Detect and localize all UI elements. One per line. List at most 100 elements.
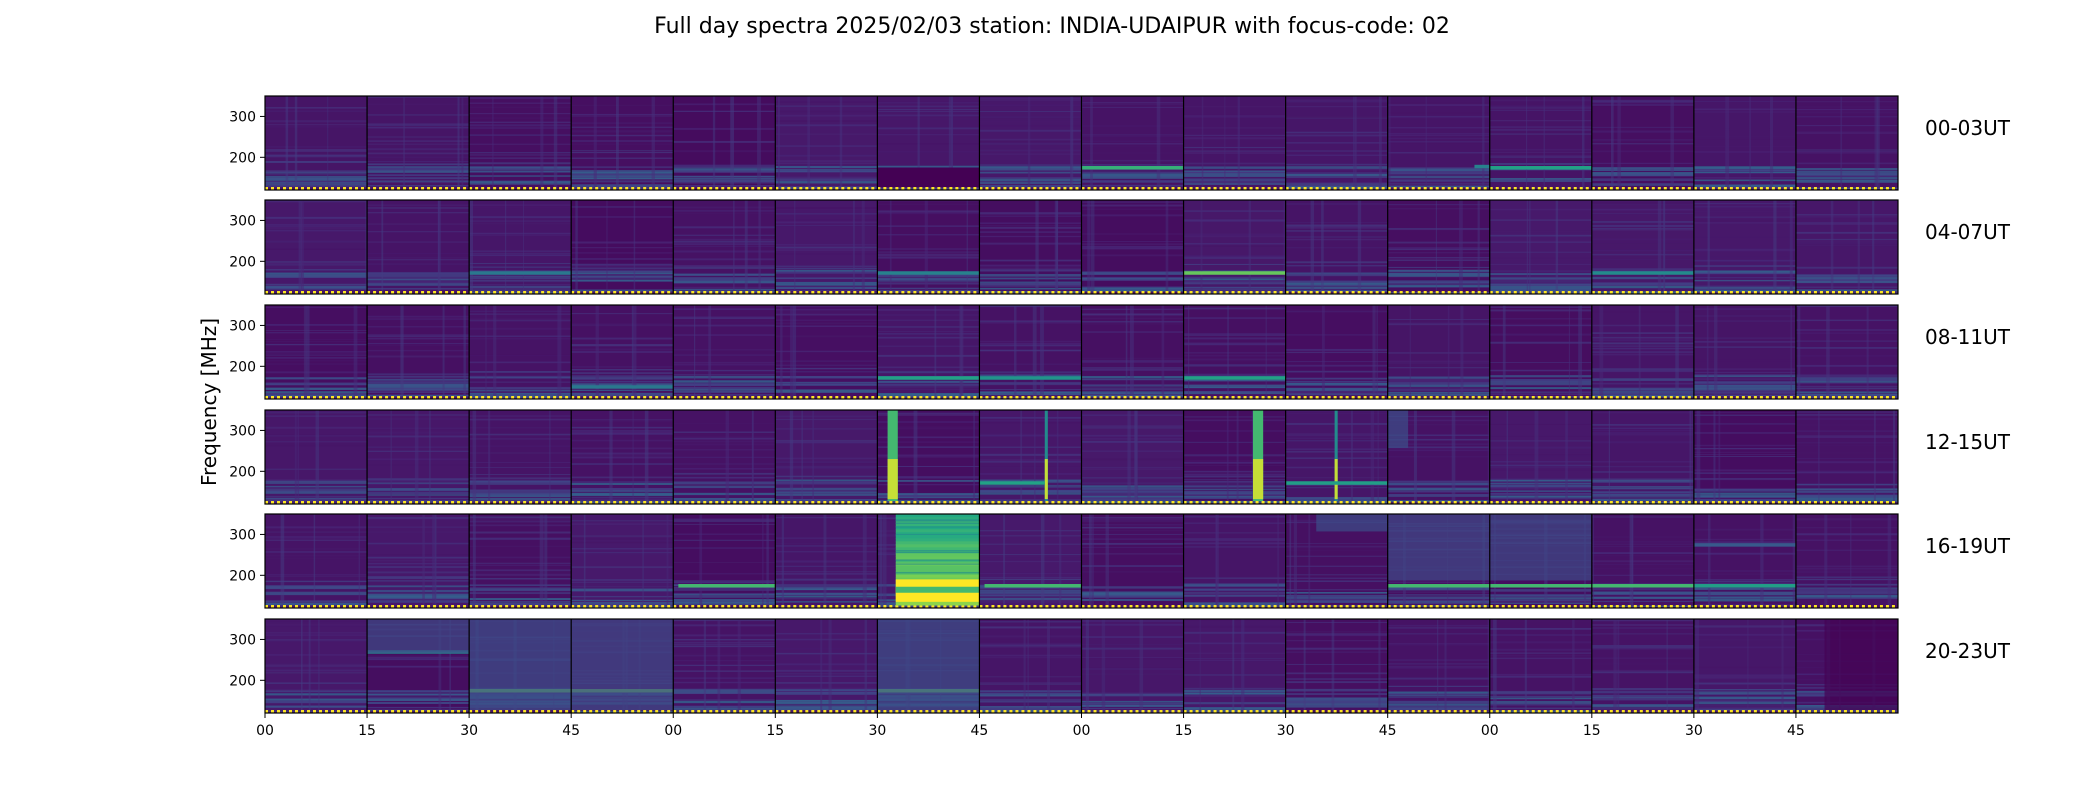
y-tick-label: 200 xyxy=(229,359,256,375)
spectrum-segment xyxy=(979,514,1085,608)
y-tick-label: 300 xyxy=(229,213,256,229)
spectrum-segment xyxy=(1285,619,1391,713)
y-tick-label: 300 xyxy=(229,109,256,125)
spectrum-segment xyxy=(1591,96,1697,190)
spectrum-segment xyxy=(1693,305,1799,399)
y-tick-label: 300 xyxy=(229,318,256,334)
burst-streak xyxy=(887,410,898,501)
spectrum-segment xyxy=(469,305,575,399)
y-tick-label: 300 xyxy=(229,527,256,543)
spectrum-segment xyxy=(1693,514,1799,608)
spectrum-segment xyxy=(1591,514,1697,608)
spectrum-segment xyxy=(367,200,473,294)
spectrum-segment xyxy=(1489,619,1595,713)
spectrum-segment xyxy=(673,305,779,399)
spectrum-segment xyxy=(1285,305,1391,399)
rfi-line xyxy=(984,584,1082,588)
spectrum-segment xyxy=(877,200,983,294)
spectrum-segment xyxy=(979,200,1085,294)
spectrum-segment xyxy=(265,305,370,399)
x-tick-label: 30 xyxy=(460,723,478,739)
rfi-line xyxy=(1081,166,1184,170)
x-tick-label: 15 xyxy=(766,723,784,739)
spectrum-segment xyxy=(1489,96,1595,190)
spectrum-segment xyxy=(1387,410,1493,504)
rfi-line xyxy=(1591,584,1694,588)
x-tick-label: 30 xyxy=(1685,723,1703,739)
burst-streak xyxy=(1044,410,1048,501)
spectrum-segment xyxy=(979,305,1085,399)
spectrum-segment xyxy=(1795,96,1898,190)
broadband-region xyxy=(877,619,980,710)
spectrum-segment xyxy=(469,200,575,294)
spectrum-segment xyxy=(1081,410,1187,504)
broadband-region xyxy=(1489,514,1592,581)
spectrum-segment xyxy=(1183,410,1289,504)
spectrum-segment xyxy=(1183,619,1289,713)
rfi-line xyxy=(469,271,572,275)
row-label: 20-23UT xyxy=(1925,639,2011,663)
spectrum-segment xyxy=(1489,410,1595,504)
spectrum-segment xyxy=(1591,410,1697,504)
spectrum-segment xyxy=(775,619,881,713)
y-tick-label: 200 xyxy=(229,464,256,480)
spectrum-segment xyxy=(265,514,370,608)
burst-streak xyxy=(1334,410,1338,501)
rfi-line xyxy=(1489,166,1592,170)
spectrum-segment xyxy=(571,410,677,504)
spectrum-segment xyxy=(367,514,473,608)
rfi-line xyxy=(877,271,980,275)
rfi-line xyxy=(678,584,776,588)
rfi-line xyxy=(571,385,674,389)
spectrum-segment xyxy=(775,96,881,190)
spectrum-segment xyxy=(367,305,473,399)
spectrum-segment xyxy=(775,410,881,504)
spectrum-segment xyxy=(571,514,677,608)
broadband-region xyxy=(469,619,572,710)
spectrum-segment xyxy=(1795,200,1898,294)
x-tick-label: 45 xyxy=(971,723,989,739)
x-tick-label: 00 xyxy=(1073,723,1091,739)
x-tick-label: 30 xyxy=(868,723,886,739)
broadband-region xyxy=(1387,410,1409,448)
rfi-line xyxy=(1489,584,1592,588)
panel-row-1: 200 300 04-07UT xyxy=(229,199,2011,295)
x-tick-label: 30 xyxy=(1277,723,1295,739)
row-label: 12-15UT xyxy=(1925,430,2011,454)
row-label: 00-03UT xyxy=(1925,116,2011,140)
rfi-line xyxy=(1591,271,1694,275)
spectrum-segment xyxy=(265,410,370,504)
spectrum-segment xyxy=(1591,200,1697,294)
spectrum-segment xyxy=(265,96,370,190)
y-tick-label: 200 xyxy=(229,568,256,584)
chart-title: Full day spectra 2025/02/03 station: IND… xyxy=(654,14,1450,39)
rfi-line xyxy=(877,376,980,380)
row-label: 04-07UT xyxy=(1925,220,2011,244)
spectrum-segment xyxy=(673,200,779,294)
spectrum-segment xyxy=(979,96,1085,190)
x-tick-label: 45 xyxy=(1379,723,1397,739)
panel-row-3: 200 300 12-15UT xyxy=(229,409,2011,505)
broadband-region xyxy=(1316,514,1388,532)
spectrum-segment xyxy=(1795,514,1898,608)
y-tick-label: 200 xyxy=(229,673,256,689)
spectrum-segment xyxy=(1285,410,1391,504)
y-tick-label: 300 xyxy=(229,632,256,648)
spectrum-segment xyxy=(571,200,677,294)
broadband-region xyxy=(571,619,674,710)
low-region xyxy=(877,167,980,187)
spectrum-segment xyxy=(1693,410,1799,504)
panel-row-2: 200 300 08-11UT xyxy=(229,304,2011,400)
burst-streak xyxy=(1252,410,1264,501)
panel-row-0: 200 300 00-03UT xyxy=(229,95,2011,191)
spectrum-segment xyxy=(673,619,779,713)
spectrum-segment xyxy=(469,96,575,190)
x-tick-label: 15 xyxy=(358,723,376,739)
rfi-line xyxy=(1474,164,1490,169)
broadband-region xyxy=(1387,514,1490,581)
spectrum-segment xyxy=(877,305,983,399)
spectrum-segment xyxy=(775,514,881,608)
x-tick-label: 00 xyxy=(664,723,682,739)
rfi-line xyxy=(1183,271,1286,275)
